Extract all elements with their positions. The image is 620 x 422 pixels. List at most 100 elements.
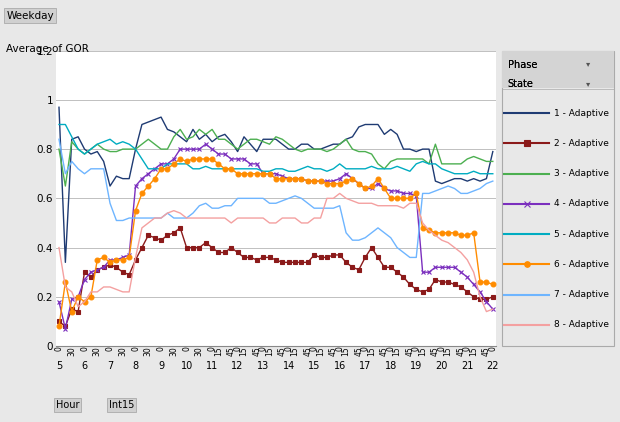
1 - Adaptive: [94, 149, 101, 154]
4 - Adaptive: [132, 184, 140, 189]
2 - Adaptive: [317, 255, 324, 260]
2 - Adaptive: [61, 324, 69, 329]
8 - Adaptive: [336, 191, 343, 196]
2 - Adaptive: [489, 294, 497, 299]
FancyBboxPatch shape: [502, 51, 614, 88]
Line: 3 - Adaptive: 3 - Adaptive: [59, 130, 493, 186]
Text: Phase: Phase: [508, 60, 537, 70]
7 - Adaptive: [138, 216, 146, 221]
3 - Adaptive: [400, 157, 407, 162]
2 - Adaptive: [144, 233, 152, 238]
Text: 5 - Adaptive: 5 - Adaptive: [554, 230, 609, 239]
5 - Adaptive: [196, 166, 203, 171]
Line: 4 - Adaptive: 4 - Adaptive: [56, 142, 495, 331]
5 - Adaptive: [138, 157, 146, 162]
8 - Adaptive: [125, 289, 133, 295]
2 - Adaptive: [400, 275, 407, 280]
1 - Adaptive: [55, 105, 63, 110]
1 - Adaptive: [144, 119, 152, 124]
4 - Adaptive: [202, 142, 210, 147]
8 - Adaptive: [304, 220, 311, 225]
Text: Weekday: Weekday: [6, 11, 54, 21]
5 - Adaptive: [87, 146, 95, 151]
2 - Adaptive: [94, 267, 101, 272]
5 - Adaptive: [451, 171, 458, 176]
8 - Adaptive: [489, 306, 497, 311]
5 - Adaptive: [202, 164, 210, 169]
8 - Adaptive: [483, 309, 490, 314]
7 - Adaptive: [202, 201, 210, 206]
2 - Adaptive: [132, 257, 140, 262]
Text: 2 - Adaptive: 2 - Adaptive: [554, 139, 608, 148]
1 - Adaptive: [208, 139, 216, 144]
Line: 6 - Adaptive: 6 - Adaptive: [56, 157, 495, 329]
4 - Adaptive: [94, 267, 101, 272]
8 - Adaptive: [476, 294, 484, 299]
6 - Adaptive: [177, 157, 184, 162]
6 - Adaptive: [311, 179, 318, 184]
Text: Average of GOR: Average of GOR: [6, 44, 89, 54]
Text: 3 - Adaptive: 3 - Adaptive: [554, 169, 609, 178]
4 - Adaptive: [483, 299, 490, 304]
Text: 4 - Adaptive: 4 - Adaptive: [554, 199, 608, 208]
3 - Adaptive: [61, 184, 69, 189]
Text: 6 - Adaptive: 6 - Adaptive: [554, 260, 609, 269]
4 - Adaptive: [55, 299, 63, 304]
8 - Adaptive: [394, 203, 401, 208]
Line: 8 - Adaptive: 8 - Adaptive: [59, 193, 493, 311]
6 - Adaptive: [87, 294, 95, 299]
6 - Adaptive: [489, 282, 497, 287]
3 - Adaptive: [177, 127, 184, 132]
8 - Adaptive: [55, 245, 63, 250]
4 - Adaptive: [400, 191, 407, 196]
3 - Adaptive: [132, 146, 140, 151]
1 - Adaptive: [202, 132, 210, 137]
3 - Adaptive: [489, 159, 497, 164]
4 - Adaptive: [144, 171, 152, 176]
7 - Adaptive: [483, 181, 490, 186]
2 - Adaptive: [177, 225, 184, 230]
4 - Adaptive: [61, 326, 69, 331]
2 - Adaptive: [483, 297, 490, 302]
Line: 1 - Adaptive: 1 - Adaptive: [59, 107, 493, 262]
6 - Adaptive: [138, 191, 146, 196]
Text: State: State: [508, 78, 534, 89]
Text: 8 - Adaptive: 8 - Adaptive: [554, 320, 609, 330]
1 - Adaptive: [311, 146, 318, 151]
1 - Adaptive: [483, 176, 490, 181]
7 - Adaptive: [304, 201, 311, 206]
Text: Int15: Int15: [108, 400, 134, 410]
3 - Adaptive: [317, 146, 324, 151]
Text: 7 - Adaptive: 7 - Adaptive: [554, 290, 609, 299]
2 - Adaptive: [55, 319, 63, 324]
7 - Adaptive: [196, 203, 203, 208]
Line: 7 - Adaptive: 7 - Adaptive: [59, 139, 493, 257]
Text: Hour: Hour: [56, 400, 79, 410]
6 - Adaptive: [483, 279, 490, 284]
3 - Adaptive: [94, 142, 101, 147]
Line: 2 - Adaptive: 2 - Adaptive: [56, 225, 495, 329]
8 - Adaptive: [138, 225, 146, 230]
Text: 1 - Adaptive: 1 - Adaptive: [554, 108, 609, 118]
4 - Adaptive: [489, 306, 497, 311]
Text: State: State: [508, 78, 534, 89]
Text: ▾: ▾: [586, 60, 590, 68]
Line: 5 - Adaptive: 5 - Adaptive: [59, 124, 493, 174]
6 - Adaptive: [202, 157, 210, 162]
7 - Adaptive: [55, 137, 63, 142]
5 - Adaptive: [304, 164, 311, 169]
5 - Adaptive: [489, 171, 497, 176]
1 - Adaptive: [61, 260, 69, 265]
8 - Adaptive: [87, 289, 95, 295]
6 - Adaptive: [208, 157, 216, 162]
3 - Adaptive: [55, 146, 63, 151]
5 - Adaptive: [483, 171, 490, 176]
1 - Adaptive: [489, 149, 497, 154]
3 - Adaptive: [144, 137, 152, 142]
Text: Phase: Phase: [508, 60, 537, 70]
7 - Adaptive: [489, 179, 497, 184]
7 - Adaptive: [87, 166, 95, 171]
3 - Adaptive: [483, 159, 490, 164]
7 - Adaptive: [406, 255, 414, 260]
5 - Adaptive: [55, 122, 63, 127]
